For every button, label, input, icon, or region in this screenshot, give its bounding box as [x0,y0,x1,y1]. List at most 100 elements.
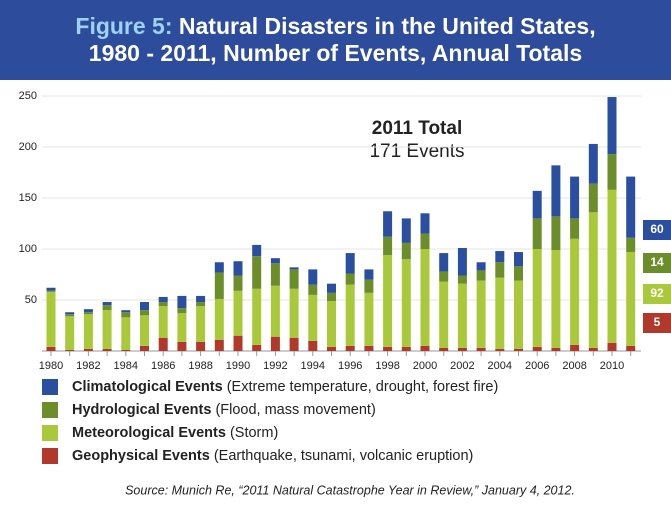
chart-title: Natural Disasters in the United States, … [88,13,596,66]
bar-segment [364,345,374,351]
bar-segment [140,302,149,311]
bar-segment [626,176,636,238]
bar-segment [158,302,168,307]
legend-name: Meteorological Events [72,425,226,441]
bar-segment [196,302,206,307]
bar-segment [270,336,280,351]
source-note: Source: Munich Re, “2011 Natural Catastr… [125,483,575,497]
bar-segment [570,176,580,219]
bar-segment [532,218,542,249]
bar-segment [270,258,280,264]
value-label: 60 [650,222,664,236]
bar-segment [289,269,299,289]
bar-segment [607,342,617,351]
bar-segment [252,244,262,257]
bar-segment [439,347,449,351]
bar-segment [270,285,280,337]
bar-segment [233,335,243,351]
legend-entry: Meteorological Events (Storm) [72,425,278,441]
bar-segment [532,249,542,347]
bar-segment [308,284,318,295]
legend-description: (Extreme temperature, drought, forest fi… [227,379,499,395]
x-tick-label: 1992 [263,360,287,372]
bar-segment [158,296,168,303]
bar-segment [83,348,93,351]
y-tick-label: 200 [19,141,37,153]
x-tick-label: 2000 [413,360,437,372]
bar-segment [233,275,243,291]
bar-segment [420,249,430,346]
bar-segment [308,269,318,285]
bar-segment [420,345,430,351]
bar-segment [401,218,411,243]
bar-segment [551,347,561,351]
bar-segment [383,236,393,256]
bar-segment [420,213,430,234]
bar-segment [401,259,411,347]
bar-segment [401,346,411,351]
bar-segment [626,237,636,253]
y-tick-label: 150 [19,192,37,204]
bar-segment [457,347,467,351]
bar-segment [83,309,93,313]
bar-segment [457,275,467,284]
bar-segment [345,273,355,285]
bar-segment [196,295,206,303]
legend-description: (Storm) [230,425,278,441]
bar-segment [457,283,467,348]
bar-segment [308,294,318,341]
bar-segment [476,270,486,281]
bar-segment [46,291,56,347]
bar-segment [532,190,542,219]
value-label: 92 [650,286,664,300]
bar-segment [345,253,355,274]
bar-segment [457,247,467,276]
bar-segment [383,346,393,351]
bar-segment [439,281,449,348]
bar-segment [345,345,355,351]
bar-segment [158,337,168,351]
bar-segment [570,344,580,351]
legend-entry: Climatological Events (Extreme temperatu… [72,379,498,395]
bar-segment [252,256,262,289]
legend-swatch [42,402,58,418]
bar-segment [588,212,598,348]
value-label-box [643,220,671,240]
bar-segment [65,349,75,351]
bar-segment [383,211,393,237]
bar-segment [214,262,224,273]
x-tick-label: 1998 [375,360,399,372]
bar-segment [233,290,243,336]
bar-segment [83,314,93,349]
figure-label: Figure 5: [75,13,173,39]
bar-segment [196,306,206,342]
bar-segment [514,252,523,267]
bar-segment [308,340,318,351]
bar-segment [345,284,355,346]
bar-segment [327,346,336,351]
annotation-text: 171 Events [369,141,464,162]
bar-segment [177,295,187,309]
annotation-box [345,112,490,168]
bar-segment [607,189,617,343]
legend-name: Climatological Events [72,379,223,395]
bar-segment [102,305,112,311]
bar-segment [46,346,56,351]
bar-segment [514,266,523,281]
bar-segment [570,218,580,239]
x-tick-label: 1982 [76,360,100,372]
bar-segment [196,341,206,351]
bar-segment [252,288,262,345]
bar-segment [551,165,561,217]
bar-segment [65,316,75,350]
bar-segment [551,216,561,251]
x-tick-label: 1990 [226,360,250,372]
bar-segment [495,348,505,351]
bar-segment [177,308,187,314]
x-tick-label: 2010 [600,360,624,372]
bar-segment [158,306,168,338]
bar-segment [327,301,336,347]
x-tick-label: 2008 [562,360,586,372]
legend-swatch [42,448,58,464]
bar-segment [364,269,374,280]
